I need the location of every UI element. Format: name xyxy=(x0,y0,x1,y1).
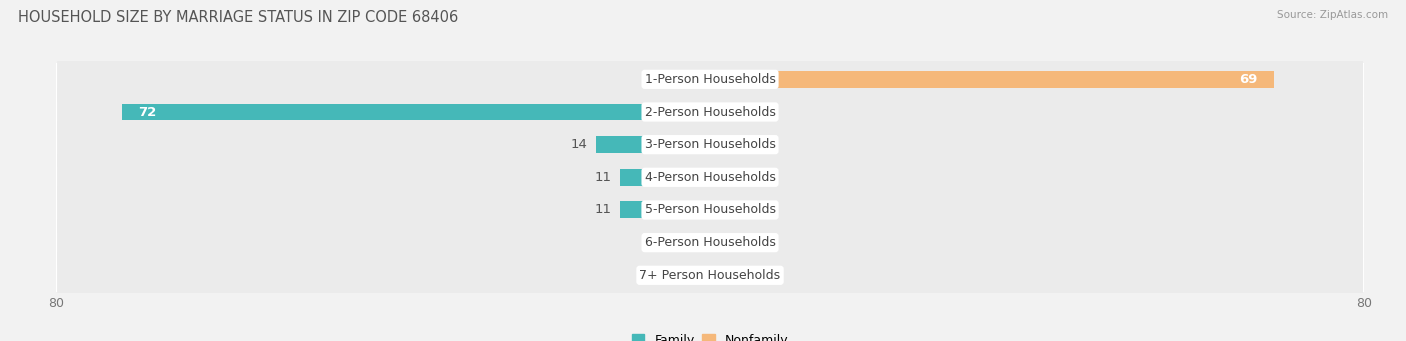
FancyBboxPatch shape xyxy=(58,88,1362,136)
FancyBboxPatch shape xyxy=(58,186,1362,235)
Text: 3-Person Households: 3-Person Households xyxy=(644,138,776,151)
Bar xyxy=(620,202,710,219)
Text: 72: 72 xyxy=(138,105,156,119)
Bar xyxy=(56,128,1364,161)
Bar xyxy=(56,194,1364,226)
Text: 69: 69 xyxy=(1239,73,1257,86)
Text: 6: 6 xyxy=(768,138,776,151)
Text: 4-Person Households: 4-Person Households xyxy=(644,171,776,184)
FancyBboxPatch shape xyxy=(58,55,1362,104)
Text: 1-Person Households: 1-Person Households xyxy=(644,73,776,86)
Bar xyxy=(620,169,710,186)
FancyBboxPatch shape xyxy=(58,251,1362,300)
Text: 0: 0 xyxy=(718,236,727,249)
Bar xyxy=(702,267,710,284)
Bar xyxy=(710,136,759,153)
Text: 0: 0 xyxy=(718,269,727,282)
Text: HOUSEHOLD SIZE BY MARRIAGE STATUS IN ZIP CODE 68406: HOUSEHOLD SIZE BY MARRIAGE STATUS IN ZIP… xyxy=(18,10,458,25)
Bar xyxy=(121,104,710,120)
FancyBboxPatch shape xyxy=(58,218,1362,267)
Text: 0: 0 xyxy=(693,73,702,86)
Bar xyxy=(710,104,759,120)
Bar xyxy=(56,63,1364,96)
Legend: Family, Nonfamily: Family, Nonfamily xyxy=(627,329,793,341)
Bar xyxy=(596,136,710,153)
Bar xyxy=(56,259,1364,292)
Bar xyxy=(56,226,1364,259)
FancyBboxPatch shape xyxy=(58,120,1362,169)
FancyBboxPatch shape xyxy=(58,153,1362,202)
Text: 6-Person Households: 6-Person Households xyxy=(644,236,776,249)
Bar xyxy=(56,96,1364,128)
Bar xyxy=(678,234,710,251)
Text: 1: 1 xyxy=(685,269,693,282)
Text: 0: 0 xyxy=(718,171,727,184)
Bar xyxy=(710,71,1274,88)
Text: 4: 4 xyxy=(661,236,669,249)
Text: 7+ Person Households: 7+ Person Households xyxy=(640,269,780,282)
Text: 14: 14 xyxy=(571,138,588,151)
Text: 2-Person Households: 2-Person Households xyxy=(644,105,776,119)
Text: 11: 11 xyxy=(595,171,612,184)
Text: Source: ZipAtlas.com: Source: ZipAtlas.com xyxy=(1277,10,1388,20)
Text: 0: 0 xyxy=(718,204,727,217)
Bar xyxy=(56,161,1364,194)
Text: 5-Person Households: 5-Person Households xyxy=(644,204,776,217)
Text: 6: 6 xyxy=(768,105,776,119)
Text: 11: 11 xyxy=(595,204,612,217)
